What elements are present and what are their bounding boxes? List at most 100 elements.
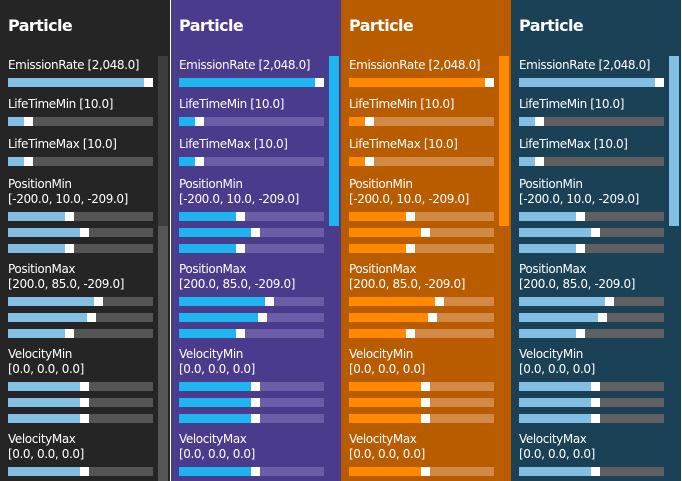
slider-thumb[interactable] [591, 467, 600, 476]
slider-track[interactable] [179, 297, 324, 306]
scrollbar-track[interactable] [158, 226, 168, 481]
slider-thumb[interactable] [251, 228, 260, 237]
slider-thumb[interactable] [80, 228, 89, 237]
slider-thumb[interactable] [421, 398, 430, 407]
slider-track[interactable] [519, 297, 664, 306]
slider-track[interactable] [8, 313, 153, 322]
slider-thumb[interactable] [485, 78, 494, 87]
slider-thumb[interactable] [535, 117, 544, 126]
scrollbar-thumb[interactable] [329, 56, 339, 226]
slider-track[interactable] [519, 78, 664, 87]
slider-thumb[interactable] [576, 244, 585, 253]
slider-thumb[interactable] [591, 228, 600, 237]
slider-thumb[interactable] [144, 78, 153, 87]
slider-thumb[interactable] [591, 414, 600, 423]
slider-track[interactable] [179, 212, 324, 221]
slider-track[interactable] [8, 382, 153, 391]
slider-thumb[interactable] [591, 382, 600, 391]
slider-track[interactable] [179, 228, 324, 237]
slider-track[interactable] [519, 329, 664, 338]
slider-track[interactable] [179, 117, 324, 126]
slider-track[interactable] [349, 244, 494, 253]
slider-track[interactable] [519, 398, 664, 407]
slider-thumb[interactable] [535, 157, 544, 166]
slider-thumb[interactable] [406, 212, 415, 221]
slider-thumb[interactable] [655, 78, 664, 87]
slider-thumb[interactable] [65, 244, 74, 253]
slider-track[interactable] [8, 467, 153, 476]
slider-track[interactable] [8, 244, 153, 253]
slider-track[interactable] [179, 313, 324, 322]
slider-thumb[interactable] [94, 297, 103, 306]
slider-track[interactable] [349, 297, 494, 306]
scrollbar-thumb[interactable] [669, 56, 679, 226]
slider-track[interactable] [519, 212, 664, 221]
slider-thumb[interactable] [236, 212, 245, 221]
slider-track[interactable] [8, 414, 153, 423]
slider-track[interactable] [8, 329, 153, 338]
slider-track[interactable] [349, 382, 494, 391]
slider-track[interactable] [8, 117, 153, 126]
slider-track[interactable] [519, 467, 664, 476]
slider-thumb[interactable] [24, 157, 33, 166]
scrollbar-track[interactable] [329, 226, 339, 481]
slider-track[interactable] [8, 228, 153, 237]
slider-track[interactable] [179, 414, 324, 423]
scrollbar-thumb[interactable] [158, 56, 168, 226]
slider-track[interactable] [8, 398, 153, 407]
slider-thumb[interactable] [80, 414, 89, 423]
slider-thumb[interactable] [576, 212, 585, 221]
slider-track[interactable] [179, 398, 324, 407]
slider-track[interactable] [8, 78, 153, 87]
slider-thumb[interactable] [428, 313, 437, 322]
slider-thumb[interactable] [251, 467, 260, 476]
slider-thumb[interactable] [258, 313, 267, 322]
slider-track[interactable] [349, 414, 494, 423]
slider-track[interactable] [349, 117, 494, 126]
slider-thumb[interactable] [591, 398, 600, 407]
slider-thumb[interactable] [315, 78, 324, 87]
slider-thumb[interactable] [80, 467, 89, 476]
slider-thumb[interactable] [598, 313, 607, 322]
slider-track[interactable] [179, 244, 324, 253]
slider-thumb[interactable] [195, 157, 204, 166]
slider-track[interactable] [8, 297, 153, 306]
slider-track[interactable] [349, 398, 494, 407]
slider-track[interactable] [519, 228, 664, 237]
slider-thumb[interactable] [251, 382, 260, 391]
slider-track[interactable] [519, 117, 664, 126]
slider-thumb[interactable] [265, 297, 274, 306]
slider-track[interactable] [519, 244, 664, 253]
slider-thumb[interactable] [80, 382, 89, 391]
slider-thumb[interactable] [406, 244, 415, 253]
slider-track[interactable] [519, 157, 664, 166]
slider-track[interactable] [179, 157, 324, 166]
slider-thumb[interactable] [251, 414, 260, 423]
slider-thumb[interactable] [421, 382, 430, 391]
slider-thumb[interactable] [80, 398, 89, 407]
slider-track[interactable] [179, 329, 324, 338]
slider-thumb[interactable] [195, 117, 204, 126]
slider-thumb[interactable] [65, 212, 74, 221]
slider-thumb[interactable] [365, 117, 374, 126]
slider-track[interactable] [179, 467, 324, 476]
slider-thumb[interactable] [435, 297, 444, 306]
scrollbar-thumb[interactable] [499, 56, 509, 226]
slider-track[interactable] [349, 329, 494, 338]
slider-track[interactable] [519, 382, 664, 391]
slider-thumb[interactable] [236, 244, 245, 253]
slider-thumb[interactable] [65, 329, 74, 338]
slider-thumb[interactable] [365, 157, 374, 166]
slider-thumb[interactable] [421, 414, 430, 423]
slider-track[interactable] [349, 78, 494, 87]
slider-thumb[interactable] [605, 297, 614, 306]
scrollbar-track[interactable] [499, 226, 509, 481]
slider-track[interactable] [519, 313, 664, 322]
scrollbar-track[interactable] [669, 226, 679, 481]
slider-thumb[interactable] [421, 228, 430, 237]
slider-track[interactable] [349, 228, 494, 237]
slider-track[interactable] [519, 414, 664, 423]
slider-track[interactable] [349, 313, 494, 322]
slider-track[interactable] [349, 157, 494, 166]
slider-track[interactable] [349, 467, 494, 476]
